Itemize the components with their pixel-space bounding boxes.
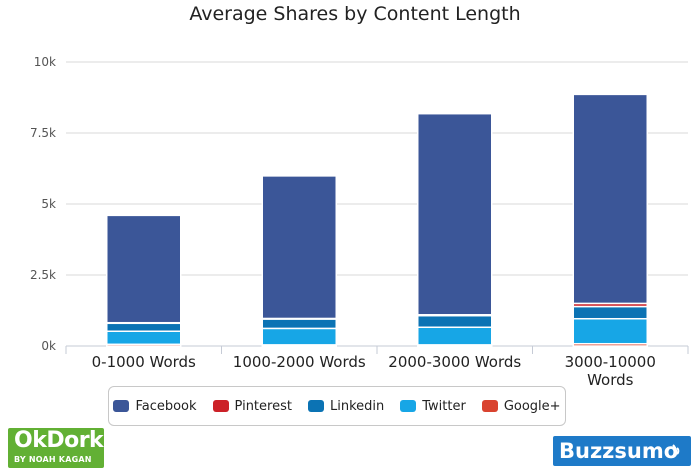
bars — [106, 93, 648, 347]
okdork-logo: OkDork BY NOAH KAGAN — [8, 428, 104, 468]
legend-item-linkedin[interactable]: Linkedin — [307, 398, 385, 414]
legend-swatch — [400, 400, 417, 412]
okdork-logo-text: OkDork — [14, 428, 104, 453]
x-axis-labels: 0-1000 Words 1000-2000 Words 2000-3000 Wor… — [92, 353, 656, 386]
bar-segment-twitter — [572, 317, 648, 345]
y-tick-label: 10k — [34, 55, 56, 69]
chart-title: Average Shares by Content Length — [189, 3, 520, 25]
bar-segment-facebook — [106, 214, 182, 324]
y-tick-label: 5k — [41, 197, 56, 211]
bar-segment-linkedin — [106, 322, 182, 332]
y-axis-ticks: 0k 2.5k 5k 7.5k 10k — [30, 55, 56, 353]
bar-segment-twitter — [106, 330, 182, 346]
bar-segment-facebook — [572, 93, 648, 305]
legend-label: Twitter — [422, 398, 466, 414]
y-tick-label: 7.5k — [30, 126, 56, 140]
legend-label: Linkedin — [329, 398, 385, 414]
bar-segment-linkedin — [261, 318, 337, 330]
legend-swatch — [212, 400, 229, 412]
x-tick-label: 0-1000 Words — [92, 353, 196, 371]
bar-segment-facebook — [417, 112, 493, 316]
x-tick-label: 2000-3000 Words — [388, 353, 521, 371]
bar-segment-facebook — [261, 175, 337, 320]
legend: Facebook Pinterest Linkedin Twitter Google+ — [108, 386, 566, 426]
bar-segment-linkedin — [572, 305, 648, 320]
y-tick-label: 2.5k — [30, 268, 56, 282]
buzzsumo-logo: Buzzsumo — [553, 436, 691, 466]
legend-item-pinterest[interactable]: Pinterest — [212, 398, 292, 414]
bar-segment-linkedin — [417, 314, 493, 329]
legend-item-facebook[interactable]: Facebook — [113, 398, 197, 414]
legend-label: Pinterest — [234, 398, 292, 414]
legend-swatch — [307, 400, 324, 412]
legend-item-twitter[interactable]: Twitter — [400, 399, 466, 414]
stacked-bar-chart: Average Shares by Content Length 0k 2.5k 5… — [30, 3, 689, 386]
signal-icon — [672, 444, 680, 458]
legend-swatch — [113, 400, 130, 412]
x-tick-label: 1000-2000 Words — [233, 353, 366, 371]
legend-item-google[interactable]: Google+ — [481, 398, 561, 414]
legend-swatch — [481, 400, 498, 412]
bar-segment-twitter — [417, 326, 493, 346]
buzzsumo-logo-text: Buzzsumo — [559, 439, 679, 463]
okdork-logo-subtitle: BY NOAH KAGAN — [14, 455, 92, 464]
legend-label: Facebook — [135, 398, 197, 414]
x-tick-label: 3000-10000 Words — [565, 353, 656, 386]
y-tick-label: 0k — [41, 339, 56, 353]
legend-label: Google+ — [503, 398, 561, 414]
bar-segment-twitter — [261, 327, 337, 346]
